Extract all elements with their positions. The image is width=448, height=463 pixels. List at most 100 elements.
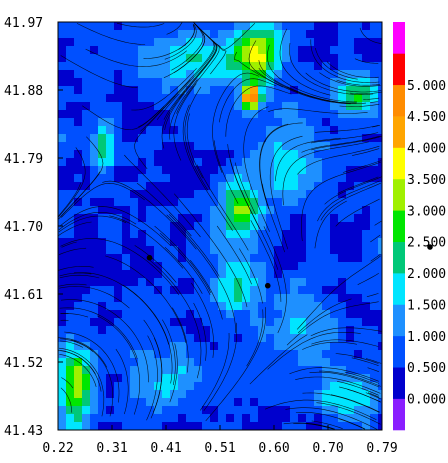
heat-cell — [258, 302, 267, 311]
heat-cell — [138, 294, 147, 303]
heat-cell — [370, 270, 379, 279]
heat-cell — [114, 422, 123, 430]
heat-cell — [298, 94, 307, 103]
heat-cell — [114, 350, 123, 359]
heat-cell — [90, 198, 99, 207]
streamline — [258, 67, 367, 104]
heat-cell — [82, 318, 91, 327]
heat-cell — [290, 174, 299, 183]
heat-cell — [218, 70, 227, 79]
heat-cell — [322, 134, 331, 143]
heat-cell — [282, 198, 291, 207]
streamline — [97, 315, 141, 415]
heat-cell — [282, 174, 291, 183]
heat-cell — [58, 190, 67, 199]
heat-cell — [58, 366, 67, 375]
heat-cell — [346, 222, 355, 231]
heat-cell — [242, 406, 251, 415]
heat-cell — [178, 118, 187, 127]
heat-cell — [106, 278, 115, 287]
streamline — [289, 42, 374, 95]
heat-cell — [130, 374, 139, 383]
streamline — [239, 248, 263, 304]
heat-cell — [250, 246, 259, 255]
heat-cell — [202, 390, 211, 399]
heat-cell — [122, 358, 131, 367]
y-tick-label: 41.79 — [4, 152, 43, 167]
heat-cell — [346, 126, 355, 135]
heat-cell — [106, 342, 115, 351]
heat-cell — [314, 246, 323, 255]
heat-cell — [242, 270, 251, 279]
heat-cell — [298, 414, 307, 423]
heat-cell — [290, 214, 299, 223]
heat-cell — [90, 406, 99, 415]
heat-cell — [242, 54, 251, 63]
heat-cell — [282, 222, 291, 231]
heat-cell — [122, 70, 131, 79]
heat-cell — [282, 310, 291, 319]
streamline — [60, 55, 138, 88]
heat-cell — [250, 134, 259, 143]
heat-cell — [362, 94, 371, 103]
heat-cell — [218, 118, 227, 127]
heat-cell — [98, 302, 107, 311]
heat-cell — [74, 246, 83, 255]
heat-cell — [90, 30, 99, 39]
heat-cell — [98, 110, 107, 119]
heat-cell — [282, 366, 291, 375]
heat-cell — [354, 166, 363, 175]
heat-cell — [290, 166, 299, 175]
heat-cell — [74, 334, 83, 343]
heat-cell — [362, 158, 371, 167]
heat-cell — [202, 38, 211, 47]
heat-cell — [338, 230, 347, 239]
heat-cell — [58, 302, 67, 311]
streamline — [297, 145, 380, 175]
heat-cell — [66, 302, 75, 311]
heat-cell — [338, 110, 347, 119]
heat-cell — [194, 110, 203, 119]
x-tick-label: 0.22 — [42, 441, 73, 456]
heat-cell — [322, 422, 331, 430]
heat-cell — [274, 142, 283, 151]
streamline — [184, 86, 209, 191]
heat-cell — [266, 310, 275, 319]
heat-cell — [90, 326, 99, 335]
heat-cell — [66, 94, 75, 103]
heat-cell — [58, 46, 67, 55]
heat-cell — [170, 342, 179, 351]
heat-cell — [218, 270, 227, 279]
heat-cell — [202, 382, 211, 391]
heat-cell — [258, 294, 267, 303]
heat-cell — [194, 86, 203, 95]
heat-cell — [274, 254, 283, 263]
heat-cell — [82, 54, 91, 63]
heat-cell — [330, 238, 339, 247]
heat-cell — [346, 374, 355, 383]
heat-cell — [314, 22, 323, 31]
station-marker — [146, 254, 153, 261]
heat-cell — [74, 238, 83, 247]
heat-cell — [114, 382, 123, 391]
heat-cell — [146, 78, 155, 87]
heat-cell — [234, 246, 243, 255]
heat-cell — [338, 390, 347, 399]
heat-cell — [258, 246, 267, 255]
heat-cell — [226, 422, 235, 430]
heat-cell — [370, 214, 379, 223]
heat-cell — [338, 62, 347, 71]
heat-cell — [146, 334, 155, 343]
heat-cell — [194, 78, 203, 87]
heat-cell — [378, 254, 382, 263]
streamline — [289, 367, 379, 382]
heat-cell — [258, 30, 267, 39]
heat-cell — [362, 150, 371, 159]
heat-cell — [138, 342, 147, 351]
heat-cell — [298, 182, 307, 191]
heat-cell — [138, 254, 147, 263]
colorbar-segment — [393, 84, 405, 117]
heat-cell — [106, 294, 115, 303]
streamline — [212, 72, 260, 173]
heat-cell — [194, 206, 203, 215]
